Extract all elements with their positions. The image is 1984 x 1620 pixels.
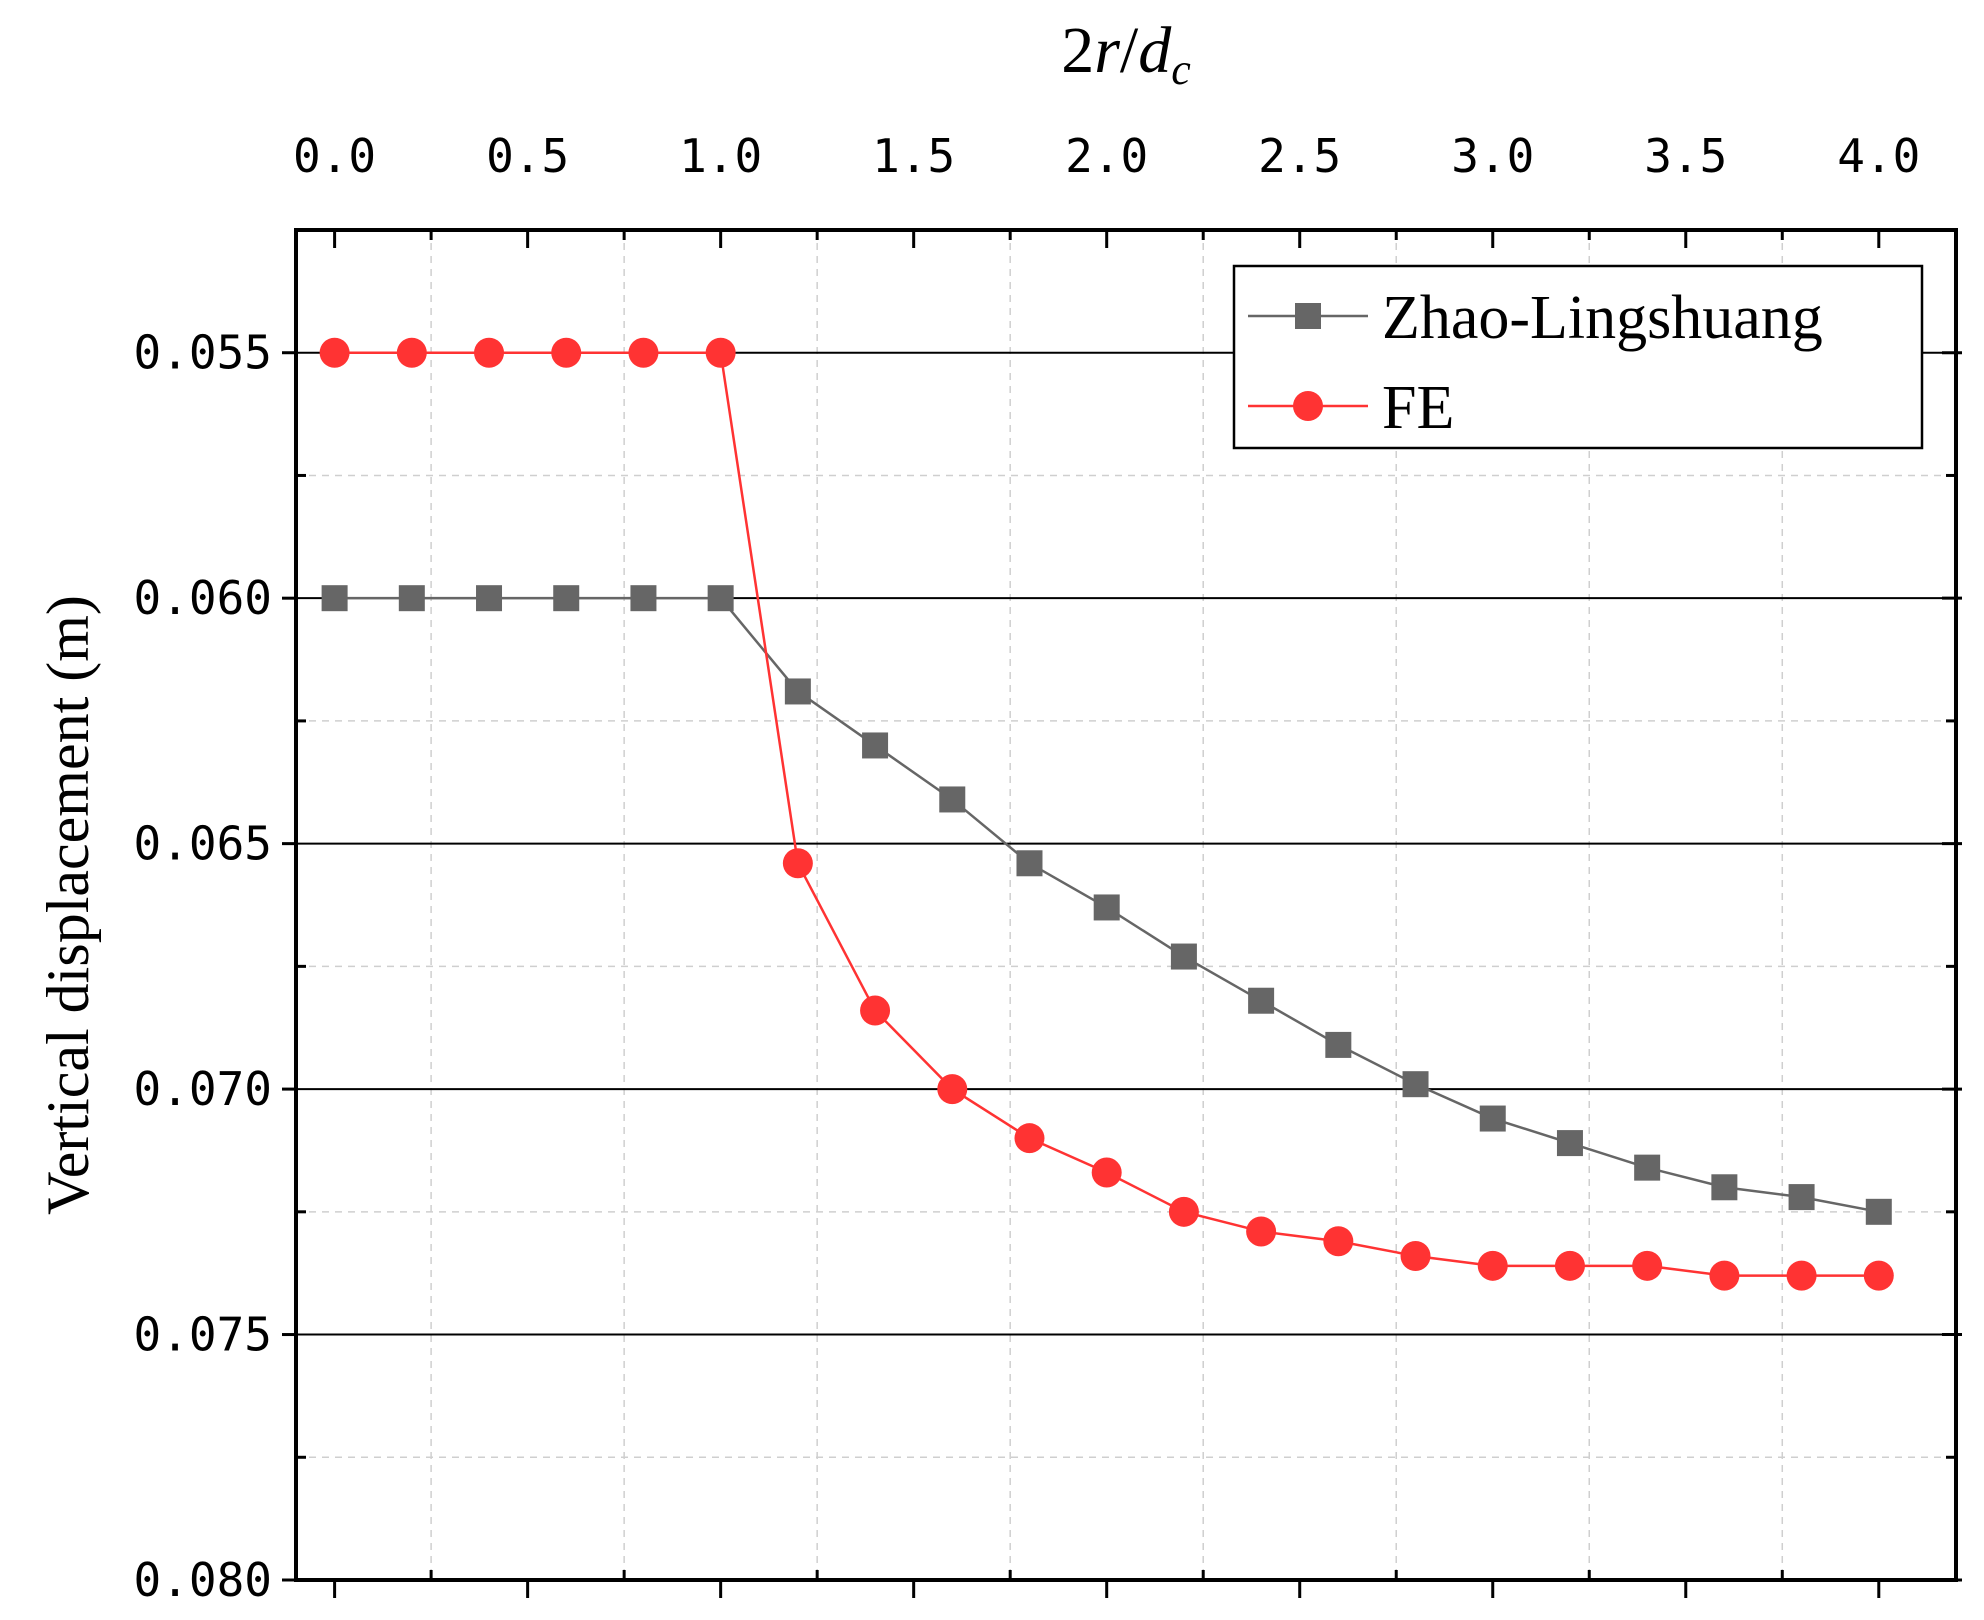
legend-label: Zhao-Lingshuang (1382, 284, 1823, 352)
data-point-square (1634, 1154, 1661, 1181)
legend-marker (1293, 391, 1323, 421)
data-point-circle (1168, 1196, 1199, 1227)
x-title-d: d (1138, 14, 1172, 87)
data-point-square (1402, 1071, 1429, 1098)
data-point-circle (1632, 1250, 1663, 1281)
data-point-square (1865, 1198, 1892, 1225)
legend-marker (1295, 303, 1321, 329)
y-tick-label: 0.080 (134, 1553, 272, 1607)
legend: Zhao-Lingshuang FE (1232, 264, 1924, 450)
data-point-square (784, 678, 811, 705)
data-point-square (1170, 943, 1197, 970)
x-axis-title: 2r/dc (1061, 14, 1191, 94)
reference-lines (296, 351, 1956, 1336)
data-point-circle (1786, 1260, 1817, 1291)
data-point-circle (1863, 1260, 1894, 1291)
y-tick-label: 0.065 (134, 817, 272, 871)
data-point-circle (1554, 1250, 1585, 1281)
data-point-circle (1323, 1226, 1354, 1257)
x-tick-label: 0.5 (486, 129, 569, 183)
x-title-sub: c (1171, 45, 1191, 94)
data-point-square (1479, 1105, 1506, 1132)
data-point-circle (628, 337, 659, 368)
data-point-circle (474, 337, 505, 368)
x-tick-label: 1.5 (872, 129, 955, 183)
data-point-circle (705, 337, 736, 368)
data-point-circle (396, 337, 427, 368)
y-tick-labels: 0.055 0.060 0.065 0.070 0.075 0.080 (134, 326, 272, 1607)
plot-frame (294, 228, 1958, 1582)
x-tick-label: 3.5 (1644, 129, 1727, 183)
data-point-circle (1091, 1157, 1122, 1188)
axis-ticks (282, 228, 1962, 1598)
data-point-square (553, 585, 580, 612)
y-axis-title: Vertical displacement (m) (35, 595, 101, 1215)
data-point-square (1325, 1031, 1352, 1058)
x-tick-label: 2.0 (1065, 129, 1148, 183)
x-tick-labels: 0.0 0.5 1.0 1.5 2.0 2.5 3.0 3.5 4.0 (293, 129, 1920, 183)
data-point-square (321, 585, 348, 612)
data-point-circle (1014, 1123, 1045, 1154)
y-tick-label: 0.070 (134, 1062, 272, 1116)
data-point-circle (551, 337, 582, 368)
data-point-circle (319, 337, 350, 368)
data-point-circle (1477, 1250, 1508, 1281)
data-point-square (707, 585, 734, 612)
x-title-slash: / (1120, 14, 1139, 87)
data-point-square (476, 585, 503, 612)
y-tick-label: 0.060 (134, 571, 272, 625)
data-point-square (1093, 894, 1120, 921)
data-point-square (862, 732, 889, 759)
data-point-square (1711, 1174, 1738, 1201)
x-title-var: r (1094, 14, 1120, 87)
data-point-circle (1400, 1241, 1431, 1271)
series-line (334, 351, 1879, 1277)
series-zhao-lingshuang (321, 585, 1892, 1225)
data-point-square (939, 786, 966, 813)
data-point-square (1788, 1184, 1815, 1211)
x-tick-label: 4.0 (1837, 129, 1920, 183)
series (319, 337, 1894, 1291)
x-tick-label: 1.0 (679, 129, 762, 183)
data-point-circle (1246, 1216, 1277, 1247)
x-tick-label: 2.5 (1258, 129, 1341, 183)
data-point-circle (860, 995, 891, 1026)
data-point-circle (1709, 1260, 1740, 1291)
y-tick-label: 0.055 (134, 326, 272, 380)
data-point-circle (782, 848, 813, 879)
data-point-circle (937, 1074, 968, 1105)
legend-box (1232, 264, 1924, 450)
data-point-square (630, 585, 657, 612)
data-point-square (1556, 1130, 1583, 1157)
legend-label: FE (1382, 374, 1454, 442)
data-point-square (398, 585, 425, 612)
data-point-square (1248, 987, 1275, 1014)
series-fe (319, 337, 1894, 1291)
y-tick-label: 0.075 (134, 1308, 272, 1362)
x-title-base: 2 (1061, 14, 1094, 87)
x-tick-label: 0.0 (293, 129, 376, 183)
data-point-square (1016, 850, 1043, 877)
x-tick-label: 3.0 (1451, 129, 1534, 183)
